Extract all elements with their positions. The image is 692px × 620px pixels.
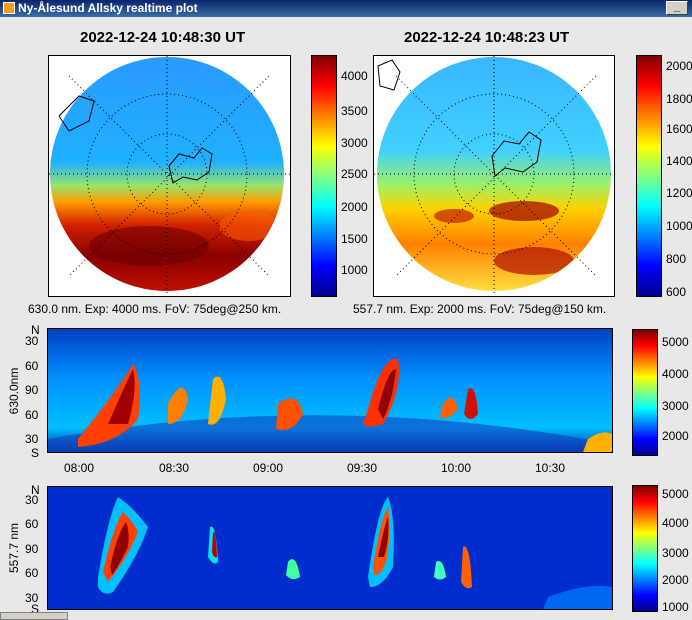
- right-sky-colorbar: [636, 55, 662, 297]
- right-sky-caption: 557.7 nm. Exp: 2000 ms. FoV: 75deg@150 k…: [353, 302, 607, 316]
- left-cbar-tick: 1000: [341, 263, 368, 277]
- keo630-cbar-tick: 3000: [662, 399, 689, 413]
- keo630-ytick: N: [31, 323, 40, 337]
- keo557-ytick: 60: [25, 566, 39, 580]
- keo557-cbar-tick: 1000: [662, 600, 689, 614]
- left-cbar-tick: 4000: [341, 69, 368, 83]
- keo630-colorbar: [632, 329, 658, 456]
- keo630-xtick: 10:30: [535, 461, 566, 475]
- right-cbar-tick: 600: [666, 285, 687, 299]
- status-panel: [0, 612, 68, 620]
- right-cbar-tick: 1200: [666, 186, 692, 200]
- keo630-ytick: 90: [25, 383, 39, 397]
- keo557-cbar-tick: 4000: [662, 516, 689, 530]
- keo630-xtick: 09:30: [347, 461, 378, 475]
- keo557-ytick: N: [31, 483, 40, 497]
- keo630-xtick: 08:00: [64, 461, 95, 475]
- left-cbar-tick: 3000: [341, 136, 368, 150]
- keo630-cbar-tick: 2000: [662, 429, 689, 443]
- left-sky-timestamp: 2022-12-24 10:48:30 UT: [80, 29, 246, 46]
- keo630-xtick: 09:00: [253, 461, 284, 475]
- left-sky-caption: 630.0 nm. Exp: 4000 ms. FoV: 75deg@250 k…: [28, 302, 282, 316]
- right-cbar-tick: 1800: [666, 92, 692, 106]
- keo557-colorbar: [632, 485, 658, 612]
- keo557-ytick: 90: [25, 542, 39, 556]
- minimize-button[interactable]: _: [666, 1, 688, 15]
- keo557-cbar-tick: 2000: [662, 573, 689, 587]
- keo630-ytick: 60: [25, 408, 39, 422]
- right-cbar-tick: 1000: [666, 219, 692, 233]
- keogram-630: [47, 328, 613, 453]
- keo557-ylabel: 557.7 nm: [7, 522, 21, 574]
- right-sky-image: [373, 55, 615, 297]
- keo630-ytick: S: [31, 446, 40, 460]
- right-cbar-tick: 2000: [666, 59, 692, 73]
- left-cbar-tick: 1500: [341, 232, 368, 246]
- keo630-ytick: 60: [25, 359, 39, 373]
- keo630-ytick: 30: [25, 432, 39, 446]
- keogram-557: [47, 486, 613, 610]
- window-title: Ny-Ålesund Allsky realtime plot: [18, 1, 198, 15]
- right-cbar-tick: 1400: [666, 154, 692, 168]
- left-cbar-tick: 2000: [341, 200, 368, 214]
- left-sky-colorbar: [311, 55, 337, 297]
- window-titlebar[interactable]: Ny-Ålesund Allsky realtime plot _: [0, 0, 692, 17]
- left-sky-image: [48, 55, 291, 297]
- keo630-ytick: 30: [25, 334, 39, 348]
- keo557-cbar-tick: 3000: [662, 546, 689, 560]
- keo557-ytick: 30: [25, 493, 39, 507]
- keo630-cbar-tick: 5000: [662, 335, 689, 349]
- left-cbar-tick: 2500: [341, 167, 368, 181]
- keo557-ytick: 30: [25, 591, 39, 605]
- keo630-ylabel: 630.0nm: [7, 367, 21, 415]
- keo630-cbar-tick: 4000: [662, 367, 689, 381]
- keo557-ytick: S: [31, 602, 40, 616]
- app-icon: [3, 2, 15, 14]
- right-cbar-tick: 1600: [666, 122, 692, 136]
- right-sky-timestamp: 2022-12-24 10:48:23 UT: [404, 29, 570, 46]
- keo557-cbar-tick: 5000: [662, 487, 689, 501]
- keo630-xtick: 08:30: [159, 461, 190, 475]
- left-cbar-tick: 3500: [341, 104, 368, 118]
- keo630-xtick: 10:00: [441, 461, 472, 475]
- right-cbar-tick: 800: [666, 252, 687, 266]
- keo557-ytick: 60: [25, 517, 39, 531]
